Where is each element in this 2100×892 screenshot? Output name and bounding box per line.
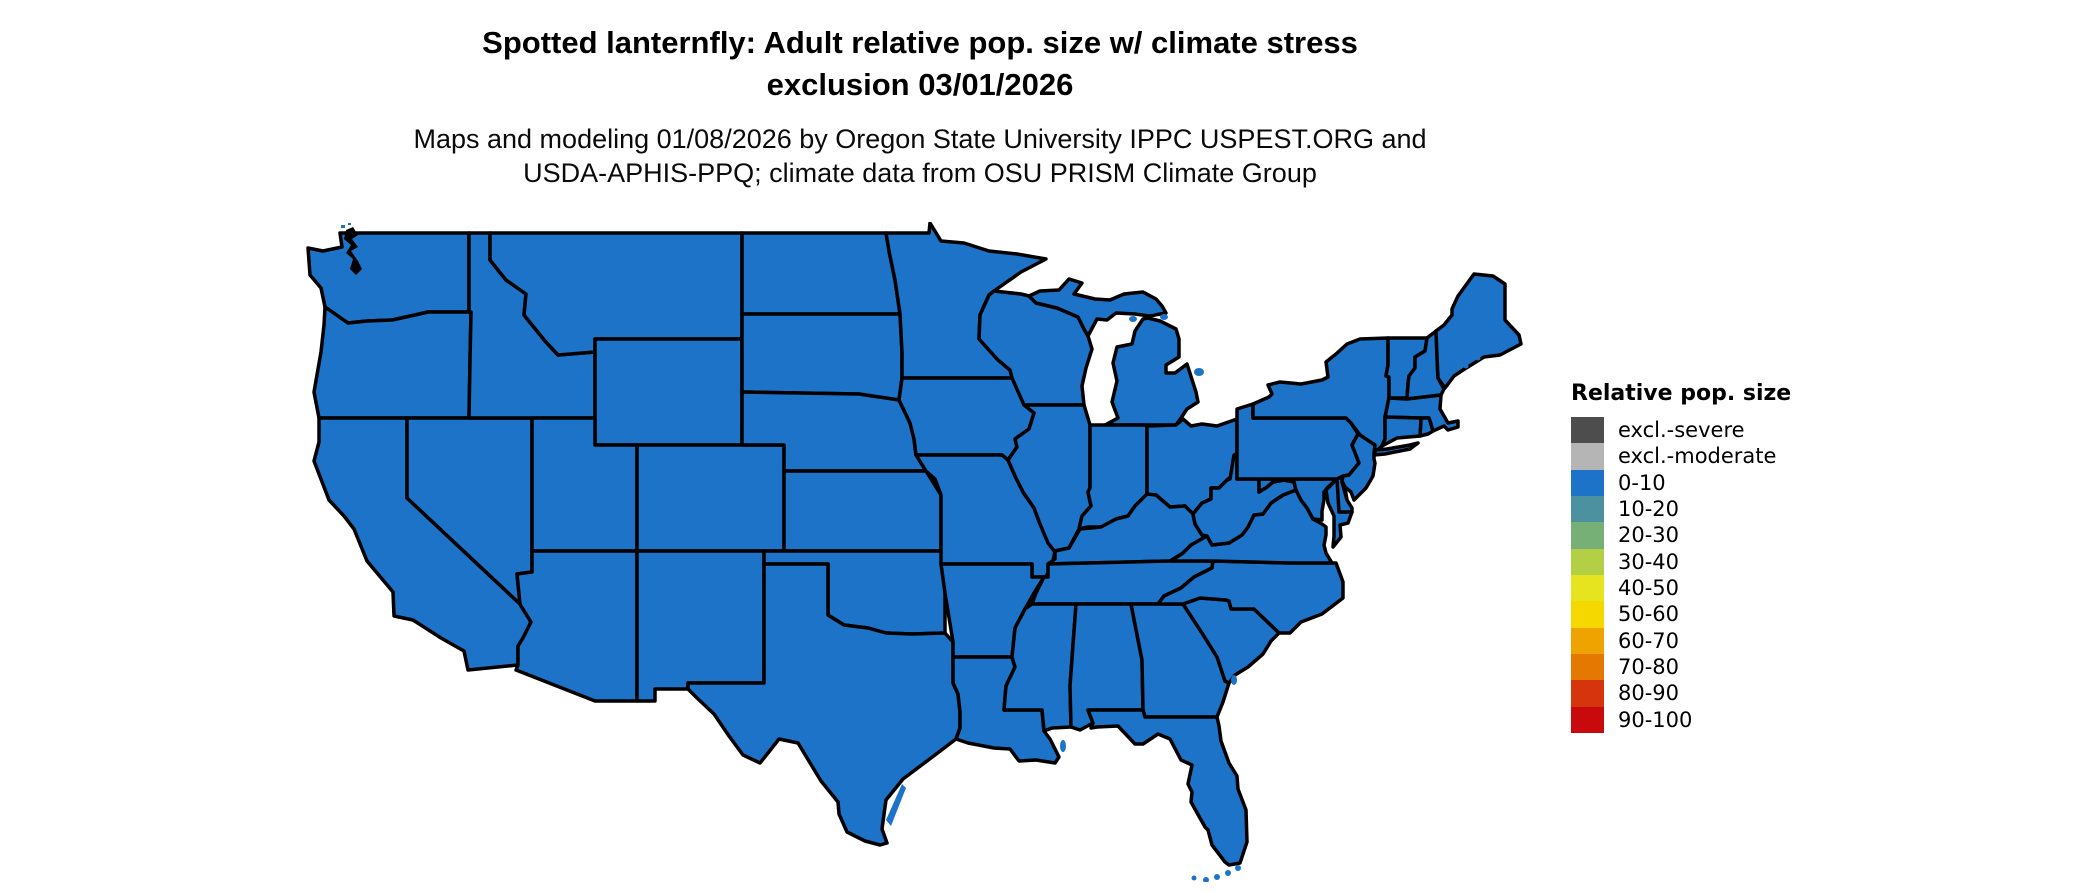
- florida-keys: [1191, 875, 1197, 881]
- legend-swatch: [1571, 706, 1604, 733]
- legend-swatch: [1571, 680, 1604, 707]
- us-map-svg: [306, 221, 1523, 883]
- legend-item-excl.-severe: excl.-severe: [1571, 417, 1791, 444]
- map-subtitle-line1: Maps and modeling 01/08/2026 by Oregon S…: [413, 124, 1427, 154]
- island: [348, 223, 351, 225]
- legend-item-excl.-moderate: excl.-moderate: [1571, 443, 1791, 470]
- map-title-line2: exclusion 03/01/2026: [766, 67, 1074, 102]
- island: [1129, 316, 1137, 322]
- states-layer: [306, 221, 1523, 867]
- state-michigan-upper-peninsula: [1027, 277, 1168, 338]
- florida-keys: [1235, 865, 1241, 871]
- state-maine: [1434, 272, 1523, 390]
- island: [1060, 740, 1066, 752]
- legend-item-30-40: 30-40: [1571, 548, 1791, 575]
- legend-label: 10-20: [1618, 496, 1680, 521]
- island: [1147, 308, 1157, 314]
- puget-sound-detail: [344, 227, 362, 275]
- legend-swatch: [1571, 653, 1604, 681]
- state-michigan-lower-peninsula: [1103, 316, 1200, 427]
- map-header: Spotted lanternfly: Adult relative pop. …: [310, 22, 1530, 190]
- barrier-island: [886, 784, 906, 826]
- legend-items: excl.-severe excl.-moderate 0-10 10-20 20-30…: [1571, 417, 1791, 733]
- florida-keys: [1225, 870, 1231, 876]
- legend-swatch: [1571, 627, 1604, 654]
- legend-item-90-100: 90-100: [1571, 706, 1791, 733]
- state-florida: [1086, 708, 1249, 867]
- legend-label: 90-100: [1618, 707, 1693, 732]
- island: [1475, 355, 1481, 361]
- legend-label: excl.-moderate: [1618, 444, 1777, 469]
- us-choropleth-map: [306, 221, 1526, 883]
- state-kansas: [782, 469, 943, 553]
- legend-item-40-50: 40-50: [1571, 574, 1791, 602]
- legend-item-50-60: 50-60: [1571, 601, 1791, 628]
- state-colorado: [635, 443, 786, 553]
- coastal-water-details: [341, 223, 1481, 883]
- legend-label: 40-50: [1618, 575, 1680, 600]
- map-subtitle: Maps and modeling 01/08/2026 by Oregon S…: [310, 122, 1530, 190]
- state-new-mexico: [635, 549, 766, 703]
- state-north-carolina: [1156, 559, 1345, 635]
- legend-swatch: [1571, 574, 1604, 602]
- legend-item-10-20: 10-20: [1571, 495, 1791, 523]
- state-iowa: [897, 376, 1036, 462]
- state-oregon: [312, 305, 473, 420]
- legend-item-80-90: 80-90: [1571, 680, 1791, 707]
- legend-swatch: [1571, 469, 1604, 496]
- legend-swatch: [1571, 601, 1604, 628]
- legend-label: 20-30: [1618, 523, 1680, 548]
- legend-swatch: [1571, 443, 1604, 470]
- legend-swatch: [1571, 548, 1604, 575]
- state-wyoming: [593, 337, 744, 447]
- island: [341, 225, 345, 228]
- legend-swatch: [1571, 522, 1604, 549]
- legend-item-60-70: 60-70: [1571, 627, 1791, 654]
- state-new-jersey: [1340, 432, 1377, 502]
- state-connecticut: [1380, 415, 1423, 448]
- island: [1231, 675, 1237, 685]
- island: [1194, 368, 1204, 376]
- legend-label: 70-80: [1618, 654, 1680, 679]
- legend-label: 60-70: [1618, 628, 1680, 653]
- legend-swatch: [1571, 417, 1604, 444]
- state-arizona: [514, 549, 639, 703]
- state-texas: [686, 562, 962, 847]
- florida-keys: [1203, 877, 1209, 883]
- legend: Relative pop. size excl.-severe excl.-mod…: [1571, 381, 1791, 733]
- map-title-line1: Spotted lanternfly: Adult relative pop. …: [482, 25, 1358, 60]
- state-north-dakota: [740, 231, 902, 316]
- legend-label: excl.-severe: [1618, 418, 1745, 442]
- legend-item-20-30: 20-30: [1571, 522, 1791, 549]
- island: [1160, 314, 1168, 320]
- legend-label: 30-40: [1618, 549, 1680, 574]
- legend-label: 50-60: [1618, 602, 1680, 627]
- legend-label: 0-10: [1618, 470, 1666, 495]
- legend-title: Relative pop. size: [1571, 381, 1792, 406]
- state-long-island: [1372, 441, 1420, 457]
- map-subtitle-line2: USDA-APHIS-PPQ; climate data from OSU PR…: [523, 158, 1317, 188]
- legend-item-0-10: 0-10: [1571, 469, 1791, 496]
- legend-item-70-80: 70-80: [1571, 653, 1791, 681]
- island: [1463, 363, 1469, 369]
- legend-swatch: [1571, 495, 1604, 523]
- florida-keys: [1214, 874, 1220, 880]
- legend-label: 80-90: [1618, 681, 1680, 706]
- state-washington: [306, 231, 471, 325]
- state-south-dakota: [740, 312, 904, 402]
